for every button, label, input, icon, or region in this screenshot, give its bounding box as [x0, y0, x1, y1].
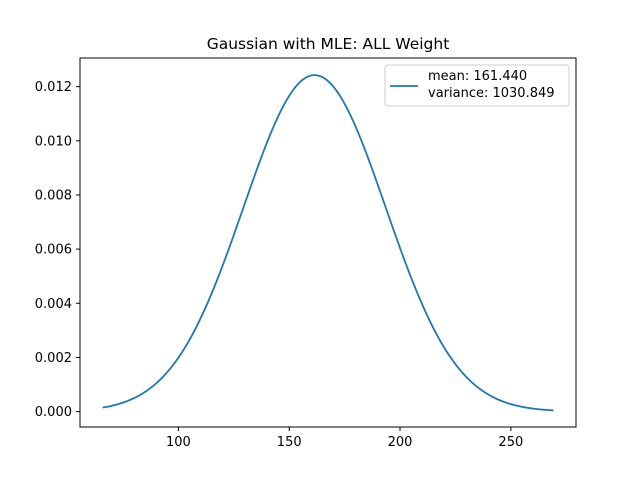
legend: mean: 161.440 variance: 1030.849 [384, 64, 570, 107]
chart-title: Gaussian with MLE: ALL Weight [207, 35, 450, 53]
axes-frame [79, 57, 577, 428]
x-axis: 100 150 200 250 [166, 427, 523, 450]
y-axis: 0.000 0.002 0.004 0.006 0.008 0.010 0.012 [35, 80, 80, 420]
y-tick-label: 0.010 [35, 134, 72, 149]
plot-area [79, 57, 577, 428]
legend-box [384, 64, 570, 107]
y-tick-label: 0.012 [35, 80, 72, 95]
x-tick-label: 150 [277, 435, 302, 450]
series-line-gaussian [102, 74, 554, 412]
y-tick-label: 0.004 [35, 297, 72, 312]
x-tick-label: 250 [498, 435, 523, 450]
legend-label-mean: mean: 161.440 [428, 69, 527, 84]
y-tick-label: 0.002 [35, 351, 72, 366]
legend-label-variance: variance: 1030.849 [428, 86, 555, 101]
y-tick-label: 0.008 [35, 188, 72, 203]
x-tick-label: 100 [166, 435, 191, 450]
y-tick-label: 0.006 [35, 243, 72, 258]
y-tick-label: 0.000 [35, 405, 72, 420]
x-tick-label: 200 [388, 435, 413, 450]
